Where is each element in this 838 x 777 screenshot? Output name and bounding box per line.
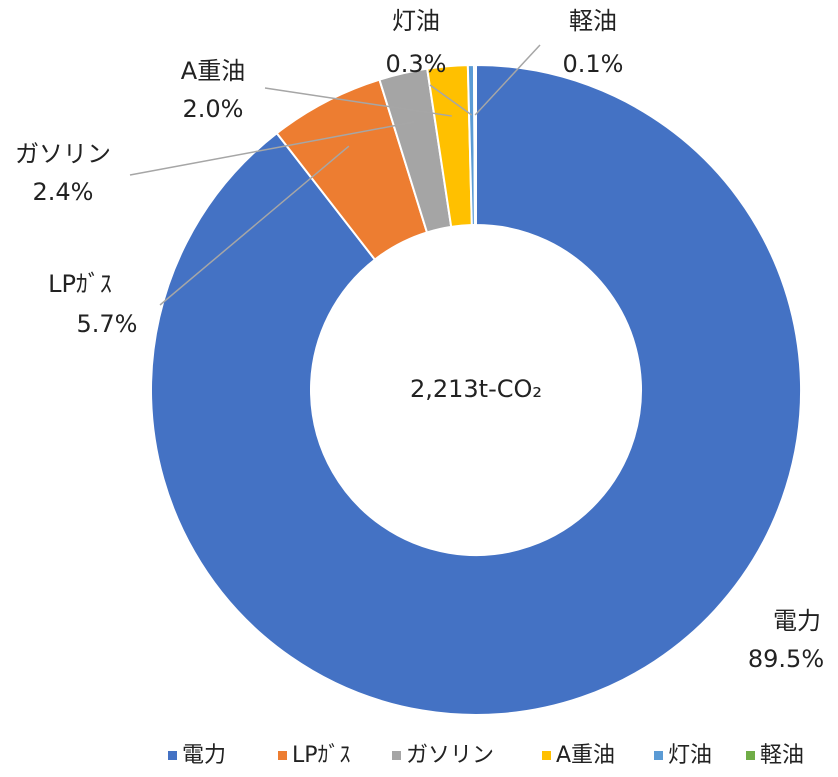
legend-swatch (746, 751, 755, 760)
leader-line (159, 145, 350, 306)
data-label-value: 0.3% (386, 50, 447, 78)
data-label-name: 電力 (773, 607, 821, 635)
leader-line (429, 84, 473, 116)
data-label-value: 5.7% (77, 310, 138, 338)
data-label-name: LPｶﾞｽ (48, 270, 112, 298)
legend-swatch (168, 751, 177, 760)
legend-label: A重油 (556, 743, 615, 768)
leader-line (474, 44, 541, 116)
data-label-name: 軽油 (569, 7, 617, 35)
legend-swatch (278, 751, 287, 760)
data-label-value: 2.4% (33, 178, 94, 206)
legend-label: 電力 (182, 743, 226, 768)
slices (150, 63, 802, 716)
legend-label: ガソリン (406, 743, 494, 768)
data-label-value: 89.5% (748, 645, 824, 673)
data-label-value: 2.0% (183, 95, 244, 123)
slice (472, 63, 477, 227)
leader-line (129, 121, 415, 176)
data-label-name: 灯油 (392, 7, 440, 35)
legend-swatch (392, 751, 401, 760)
data-label-name: ガソリン (15, 140, 111, 168)
center-label: 2,213t-CO₂ (410, 375, 542, 403)
legend-swatch (542, 751, 551, 760)
data-label-name: A重油 (181, 57, 245, 85)
legend-label: 灯油 (668, 743, 712, 768)
legend-label: 軽油 (760, 743, 804, 768)
slice (150, 63, 802, 716)
leader-line (264, 87, 452, 117)
data-label-value: 0.1% (563, 50, 624, 78)
legend-swatch (654, 751, 663, 760)
legend-label: LPｶﾞｽ (292, 743, 351, 768)
